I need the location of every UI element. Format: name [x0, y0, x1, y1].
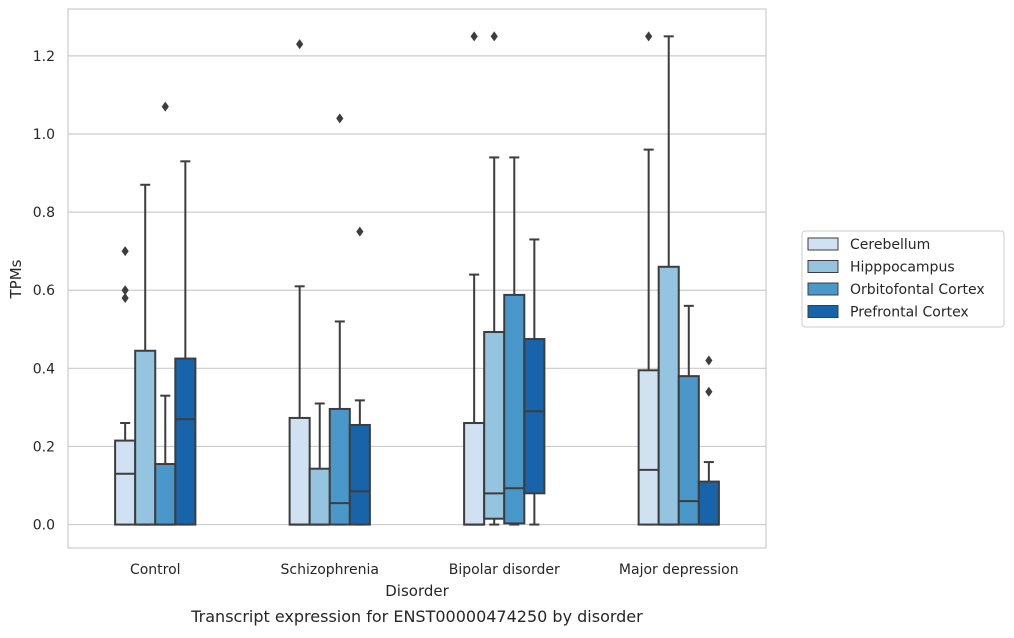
legend-label: Hipppocampus [850, 260, 955, 276]
legend-swatch [807, 305, 839, 318]
y-axis-ticks: 0.0 0.2 0.4 0.6 0.8 1.0 1.2 [33, 49, 55, 534]
box-body [697, 480, 720, 526]
box-body [174, 357, 197, 526]
box-hipppocampus [134, 183, 157, 526]
outlier-point [490, 31, 498, 42]
x-axis-ticks: Control Schizophrenia Bipolar disorder Majo… [130, 562, 739, 578]
box-body [523, 338, 546, 495]
box-hipppocampus [308, 402, 331, 526]
legend-swatch [807, 260, 839, 273]
outlier-point [705, 355, 713, 366]
box-body [657, 265, 680, 526]
legend-label: Cerebellum [850, 237, 930, 253]
y-tick-label: 1.2 [33, 49, 55, 65]
outlier-point [336, 113, 344, 124]
outlier-point [121, 293, 129, 304]
box-body [483, 331, 506, 520]
x-tick-label: Bipolar disorder [449, 562, 560, 578]
y-tick-label: 0.8 [33, 205, 55, 221]
box-body [348, 423, 371, 526]
y-tick-label: 0.6 [33, 283, 55, 299]
chart-title: Transcript expression for ENST0000047425… [190, 607, 643, 626]
outlier-point [705, 386, 713, 397]
legend-swatch [807, 282, 839, 296]
legend-frame [801, 230, 1005, 328]
box-body [637, 369, 660, 526]
y-axis-label: TPMs [7, 259, 25, 299]
outlier-point [121, 246, 129, 257]
outlier-point [356, 226, 364, 237]
box-body [463, 422, 486, 526]
box-body [154, 463, 177, 526]
box-cerebellum [114, 246, 137, 526]
x-tick-label: Major depression [619, 562, 739, 578]
box-cerebellum [288, 39, 311, 526]
y-tick-label: 1.0 [33, 127, 55, 143]
outlier-point [161, 101, 169, 112]
legend-label: Prefrontal Cortex [850, 305, 969, 321]
y-tick-label: 0.4 [33, 361, 55, 377]
x-tick-label: Control [130, 562, 181, 578]
y-tick-label: 0.2 [33, 439, 55, 455]
box-body [308, 467, 331, 526]
box-prefrontal-cortex [697, 355, 720, 526]
legend-label: Orbitofontal Cortex [850, 282, 985, 298]
box-orbitofontal-cortex [677, 304, 700, 526]
y-tick-label: 0.0 [33, 518, 55, 534]
box-body [677, 375, 700, 526]
legend-swatch [807, 237, 839, 251]
box-prefrontal-cortex [523, 238, 546, 526]
box-body [114, 439, 137, 526]
x-tick-label: Schizophrenia [281, 562, 379, 578]
x-axis-label: Disorder [385, 582, 449, 600]
box-cerebellum [637, 31, 660, 526]
box-hipppocampus [657, 35, 680, 526]
legend: Cerebellum Hipppocampus Orbitofontal Corte… [801, 230, 1005, 328]
box-body [328, 407, 351, 526]
box-prefrontal-cortex [348, 226, 371, 526]
outlier-point [296, 39, 304, 50]
box-orbitofontal-cortex [154, 101, 177, 526]
box-body [288, 416, 311, 526]
box-prefrontal-cortex [174, 160, 197, 526]
outlier-point [470, 31, 478, 42]
box-cerebellum [463, 31, 486, 526]
box-hipppocampus [483, 31, 506, 526]
box-groups [114, 31, 720, 526]
plot-frame [67, 8, 767, 549]
box-body [134, 349, 157, 526]
outlier-point [645, 31, 653, 42]
outlier-point [121, 285, 129, 296]
